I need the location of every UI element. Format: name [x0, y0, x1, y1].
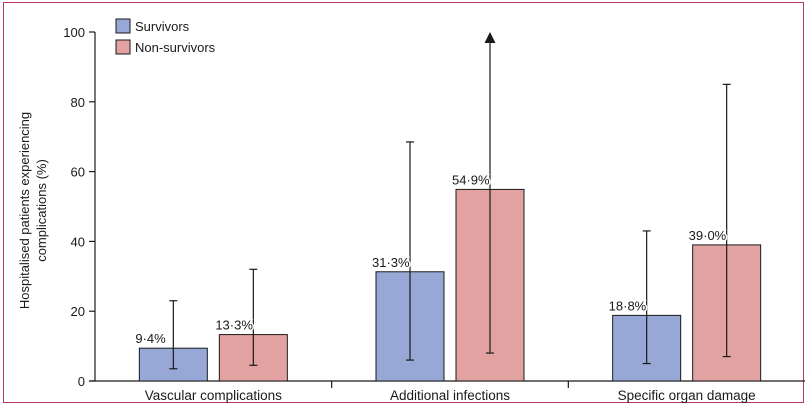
bars-group: 9·4% 13·3% 31·3% 54·9% 18·8% 39·0%: [134, 32, 762, 382]
x-category-label: Specific organ damage: [618, 388, 756, 403]
x-category-label: Vascular complications: [145, 388, 282, 403]
data-label: 18·8%: [609, 298, 647, 313]
y-tick-label: 100: [63, 25, 85, 40]
x-category-label: Additional infections: [390, 388, 510, 403]
y-tick-label: 0: [78, 374, 85, 389]
data-label: 39·0%: [689, 228, 727, 243]
data-label: 13·3%: [215, 318, 253, 333]
y-tick-label: 20: [71, 304, 85, 319]
y-tick-label: 60: [71, 165, 85, 180]
y-tick-label: 80: [71, 95, 85, 110]
y-axis-label: Hospitalised patients experiencing compli…: [17, 112, 49, 309]
y-axis-label-line: Hospitalised patients experiencing: [17, 112, 32, 309]
error-arrow-up: [484, 32, 496, 43]
legend: Survivors Non-survivors: [115, 18, 216, 55]
axes: 0 20 40 60 80 100 Vascular complications Additi…: [63, 25, 805, 403]
data-label: 31·3%: [372, 255, 410, 270]
data-label: 9·4%: [135, 331, 166, 346]
data-label: 54·9%: [452, 172, 490, 187]
legend-swatch: [115, 18, 131, 34]
legend-swatch: [115, 39, 131, 55]
y-axis-label-line: complications (%): [34, 159, 49, 262]
legend-label: Non-survivors: [135, 40, 216, 55]
y-tick-label: 40: [71, 234, 85, 249]
legend-label: Survivors: [135, 19, 190, 34]
